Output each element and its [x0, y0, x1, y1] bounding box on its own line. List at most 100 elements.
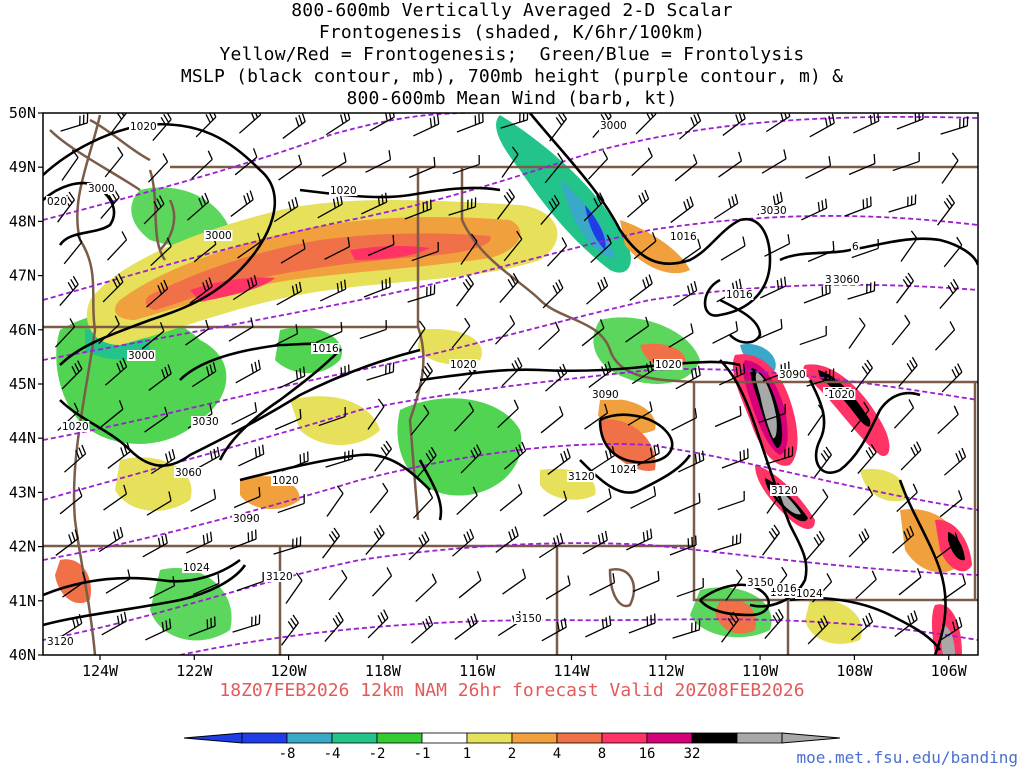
mslp-contour-label-bg — [654, 359, 683, 370]
wind-barb — [764, 234, 791, 257]
wind-barb — [713, 194, 739, 220]
mslp-contour — [779, 237, 978, 266]
strong-frontogenesis-core — [948, 532, 965, 561]
wind-barb — [149, 576, 176, 599]
lat-label: 48N — [9, 212, 36, 230]
height-contour-label-bg — [778, 369, 807, 380]
wind-barb — [941, 363, 963, 393]
wind-barb — [106, 231, 128, 261]
wind-barb — [494, 315, 516, 345]
wind-barb — [147, 153, 169, 183]
wind-barb — [543, 490, 568, 517]
lat-label: 49N — [9, 158, 36, 176]
wind-barb — [501, 146, 519, 178]
wind-barb — [898, 568, 922, 596]
wind-barb — [61, 149, 79, 181]
height-contour-label-bg — [191, 416, 220, 427]
wind-barb — [674, 154, 698, 182]
lon-label: 116W — [459, 662, 496, 680]
wind-barb — [718, 151, 743, 178]
wind-barb — [721, 448, 749, 469]
wind-barb — [54, 318, 76, 348]
wind-barb — [719, 363, 746, 386]
mslp-contour-label: 1020 — [62, 421, 89, 433]
strong-frontogenesis-band — [803, 364, 890, 456]
wind-barb — [499, 484, 523, 512]
height-contour-label: 3090 — [779, 369, 806, 381]
wind-barb — [448, 197, 477, 216]
wind-barb — [367, 398, 385, 430]
wind-barb — [62, 571, 87, 598]
wind-barb — [460, 233, 478, 265]
wind-barb — [105, 569, 131, 594]
contour-labels: 1020 1020 1020 1016 1020 1020 1016 1016 1020 1020… — [46, 120, 861, 648]
wind-barb — [712, 321, 739, 344]
wind-barb — [365, 150, 392, 173]
wind-barb — [848, 528, 870, 558]
mslp-contour-label: 1020 — [330, 185, 357, 197]
height-contour-label-bg — [87, 183, 116, 194]
wind-barb — [590, 234, 612, 264]
wind-barb — [801, 198, 828, 221]
height-contour-label: 3030 — [760, 205, 787, 217]
wind-barb — [103, 484, 128, 511]
wind-barb — [317, 194, 343, 219]
height-contour-label: 3150 — [747, 577, 774, 589]
mslp-contour-label-bg — [795, 588, 824, 599]
mslp-contour-label-bg — [827, 389, 856, 400]
wind-barb — [892, 151, 920, 172]
frontogenesis-area — [860, 469, 906, 502]
wind-barb — [762, 524, 780, 556]
wind-barb — [677, 238, 702, 265]
height-contour — [43, 115, 978, 301]
height-contour-label-bg — [591, 389, 620, 400]
vancouver-island — [49, 118, 151, 192]
mslp-contour-label: 1020 — [272, 475, 299, 487]
wind-barb — [758, 403, 786, 424]
mslp-contour-label: 6 — [852, 241, 859, 253]
height-contour-label: 3120 — [568, 471, 595, 483]
mslp-contour-label-bg — [61, 421, 90, 432]
wind-barb — [146, 491, 172, 516]
wind-barb — [454, 613, 478, 640]
wind-barb — [456, 486, 478, 516]
wind-barb — [673, 493, 701, 515]
wind-barb — [725, 569, 743, 601]
wind-barb — [632, 571, 660, 593]
frontogenesis-core — [350, 245, 430, 260]
mslp-contour-label-bg — [851, 241, 860, 252]
wind-barb — [583, 192, 605, 222]
wind-barb — [408, 531, 430, 561]
height-contour-label: 3000 — [88, 183, 115, 195]
height-contour-label: 3090 — [233, 513, 260, 525]
wind-barb — [186, 531, 213, 554]
wind-barb — [320, 279, 347, 302]
wind-barb — [272, 324, 299, 347]
wind-barb — [325, 449, 354, 468]
wind-barb — [545, 363, 568, 392]
wind-barb — [141, 322, 165, 350]
wind-barb — [451, 317, 471, 349]
wind-barb — [501, 357, 523, 387]
height-contour-label: 3030 — [192, 416, 219, 428]
latitude-axis: 50N 49N 48N 47N 46N 45N 44N 43N 42N 41N 40N — [9, 104, 43, 664]
wind-barb — [460, 444, 482, 474]
wind-barb — [668, 323, 694, 348]
wind-barb — [941, 152, 959, 184]
mslp-contour-label-bg — [311, 343, 340, 354]
wind-barb — [765, 446, 794, 465]
height-contour-label-bg — [174, 467, 203, 478]
wind-barb — [713, 533, 742, 552]
lon-label: 112W — [648, 662, 685, 680]
site-credit-link[interactable]: moe.met.fsu.edu/banding — [796, 748, 1018, 767]
wind-barb — [627, 401, 653, 426]
lat-label: 40N — [9, 646, 36, 664]
wind-barb — [671, 408, 698, 431]
wind-barb — [101, 611, 127, 636]
wind-barb — [456, 275, 474, 307]
mslp-contour-label-bg — [669, 231, 698, 242]
wind-barb — [626, 528, 653, 551]
height-contour-label-bg — [746, 577, 775, 588]
lon-label: 120W — [271, 662, 308, 680]
